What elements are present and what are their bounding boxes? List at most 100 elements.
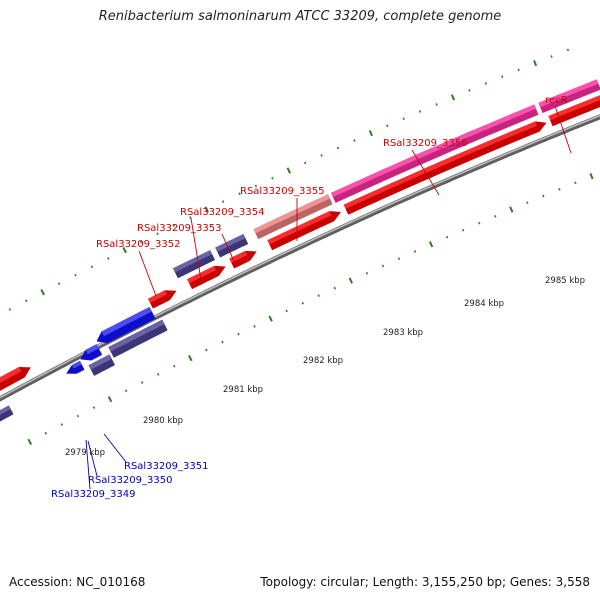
outer-tick-minor — [25, 299, 28, 303]
inner-tick-minor — [365, 271, 369, 275]
outer-tick-minor — [484, 82, 487, 85]
outer-tick-major — [122, 246, 127, 254]
gene-forward-bevel — [148, 290, 168, 303]
outer-tick-minor — [254, 184, 258, 188]
forward-label-leader — [411, 149, 440, 196]
forward-label-leader — [138, 250, 157, 297]
inner-tick-minor — [285, 309, 288, 313]
gene-forward-bevel — [343, 121, 538, 209]
operon-reverse-bevel — [88, 354, 112, 370]
outer-tick-minor — [74, 273, 77, 277]
outer-tick-minor — [320, 154, 323, 157]
inner-tick-minor — [92, 406, 96, 409]
forward-label-leader — [221, 233, 237, 267]
inner-tick-minor — [333, 286, 336, 290]
outer-tick-minor — [8, 308, 12, 311]
outer-tick-major — [40, 289, 45, 296]
inner-tick-minor — [413, 250, 417, 253]
outer-tick-minor — [501, 75, 504, 78]
inner-tick-minor — [205, 348, 208, 352]
gene-label-reverse: RSal33209_3351 — [124, 461, 208, 472]
gene-label-forward: RSal33209_3354 — [180, 207, 264, 218]
genome-summary: Topology: circular; Length: 3,155,250 bp… — [260, 575, 590, 589]
inner-tick-minor — [574, 181, 577, 185]
gene-forward-bevel — [229, 250, 248, 263]
outer-tick-minor — [386, 124, 389, 128]
gene-forward-bevel — [0, 367, 22, 383]
inner-tick-major — [348, 277, 354, 284]
outer-tick-minor — [156, 232, 159, 236]
gene-reverse-bevel — [71, 360, 82, 369]
inner-tick-minor — [558, 188, 561, 191]
kbp-tick-label: 2985 kbp — [545, 276, 585, 286]
gene-forward-bevel — [548, 95, 600, 121]
gene-forward — [187, 265, 226, 290]
inner-tick-major — [27, 438, 33, 445]
inner-tick-minor — [494, 214, 497, 218]
outer-tick-major — [533, 59, 538, 67]
kbp-tick-label: 2984 kbp — [464, 299, 504, 309]
inner-tick-minor — [44, 431, 48, 435]
inner-tick-minor — [478, 221, 481, 225]
map-title: Renibacterium salmoninarum ATCC 33209, c… — [98, 9, 502, 24]
gene-reverse-bevel — [101, 307, 152, 337]
outer-tick-minor — [435, 103, 438, 106]
inner-tick-minor — [301, 301, 304, 305]
inner-tick-minor — [60, 423, 64, 426]
forward-label-leader — [190, 217, 202, 281]
inner-tick-minor — [542, 194, 545, 198]
operon-forward-bevel — [215, 234, 246, 252]
reverse-label-leader — [87, 440, 98, 477]
outer-tick-minor — [402, 117, 405, 120]
outer-tick-minor — [517, 68, 520, 72]
gene-forward-bevel — [267, 211, 332, 245]
gene-reverse-bevel — [85, 344, 99, 355]
inner-tick-minor — [445, 235, 449, 239]
gene-label-reverse: RSal33209_3350 — [88, 475, 172, 486]
outer-tick-major — [368, 130, 374, 137]
inner-tick-minor — [526, 201, 529, 205]
inner-tick-minor — [397, 257, 401, 260]
reverse-label-leader — [85, 439, 91, 490]
gene-forward — [229, 250, 257, 269]
outer-tick-minor — [336, 146, 340, 150]
outer-tick-minor — [57, 282, 61, 286]
outer-tick-minor — [172, 224, 176, 227]
inner-tick-major — [188, 354, 193, 362]
inner-tick-minor — [253, 325, 256, 328]
inner-tick-minor — [237, 332, 240, 336]
gene-highlight-bevel — [538, 79, 599, 108]
outer-tick-major — [286, 167, 291, 174]
inner-tick-minor — [140, 381, 144, 384]
inner-tick-minor — [317, 294, 320, 297]
inner-tick-minor — [76, 414, 80, 418]
outer-tick-minor — [271, 176, 274, 180]
gene-label-forward: recR — [545, 95, 568, 106]
gene-forward — [148, 290, 177, 309]
kbp-tick-label: 2981 kbp — [223, 385, 263, 395]
inner-tick-minor — [221, 340, 224, 344]
kbp-tick-label: 2982 kbp — [303, 356, 343, 366]
gene-label-forward: RSal33209_3356 — [383, 138, 467, 149]
accession-label: Accession: NC_010168 — [9, 575, 146, 589]
gene-label-forward: RSal33209_3355 — [240, 186, 324, 197]
outer-tick-minor — [107, 257, 110, 260]
inner-tick-major — [107, 396, 113, 403]
inner-tick-minor — [462, 228, 465, 232]
outer-tick-major — [450, 94, 456, 101]
outer-tick-minor — [139, 240, 143, 244]
operon-reverse-bevel — [0, 405, 11, 415]
gene-forward-bevel — [187, 265, 217, 284]
inner-tick-major — [428, 241, 434, 248]
gene-label-reverse: RSal33209_3349 — [51, 489, 135, 500]
inner-tick-major — [268, 315, 273, 322]
outer-tick-major — [204, 206, 209, 213]
gene-forward — [267, 211, 341, 251]
gene-highlight-bevel — [331, 104, 537, 198]
inner-tick-minor — [157, 373, 160, 376]
outer-tick-minor — [238, 192, 241, 196]
inner-tick-minor — [124, 389, 128, 393]
inner-tick-minor — [173, 364, 176, 368]
